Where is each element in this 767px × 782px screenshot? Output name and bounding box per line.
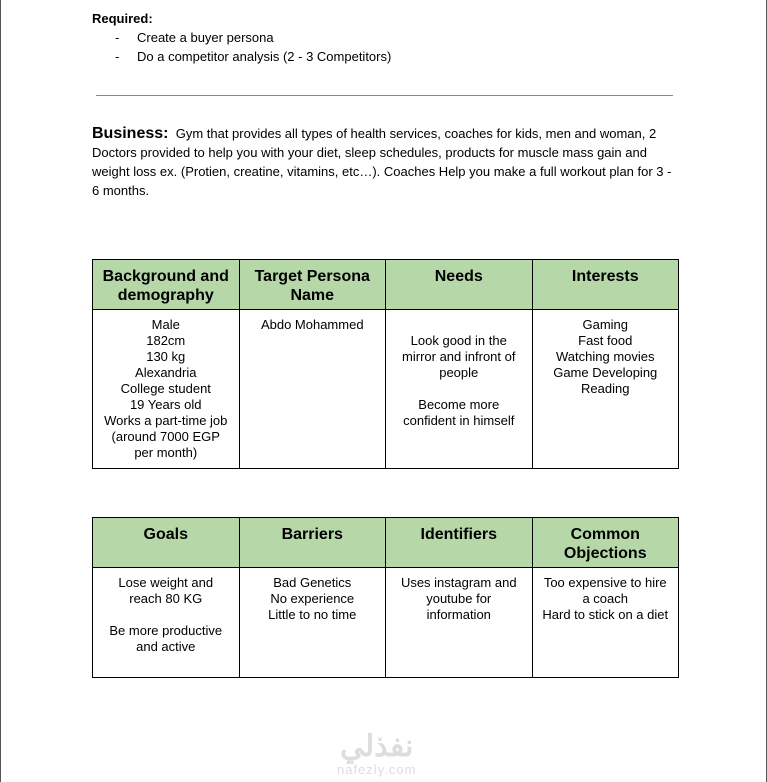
cell-line: Uses instagram and [400,575,517,590]
cell-line: reach 80 KG [129,591,203,606]
column-header: Barriers [238,517,386,568]
table-cell: Male 182cm 130 kg Alexandria College student… [92,309,240,469]
cell-line: and active [136,639,196,654]
cell-line: Bad Genetics [273,575,352,590]
cell-line: 19 Years old [129,397,202,412]
cell-line: Watching movies [556,349,655,364]
cell-line: College student [120,381,211,396]
required-item: - Create a buyer persona [115,30,274,45]
persona-table-2: Goals Barriers Identifiers Common Objection… [92,517,679,678]
cell-line [97,607,235,623]
cell-line: Become more [418,397,500,412]
cell-line: information [426,607,491,622]
cell-line: Hard to stick on a diet [542,607,669,622]
cell-line [390,381,528,397]
table-cell: Look good in the mirror and infront of peo… [385,309,533,469]
cell-line: Fast food [578,333,633,348]
divider [96,95,673,96]
table-cell: Lose weight and reach 80 KG Be more produc… [92,567,240,678]
cell-line: Male [151,317,180,332]
column-header: Identifiers [385,517,533,568]
cell-line: Be more productive [109,623,223,638]
cell-line: Too expensive to hire [543,575,667,590]
cell-line: Abdo Mohammed [260,317,364,332]
required-heading: Required: [92,11,153,26]
column-header: Common Objections [531,517,679,568]
business-paragraph: Business: Gym that provides all types of… [92,125,672,198]
cell-line: Works a part-time job [104,413,228,428]
cell-line: (around 7000 EGP [111,429,220,444]
cell-line: a coach [582,591,629,606]
table-cell: Gaming Fast food Watching movies Game Devel… [531,309,679,469]
column-header: Background and demography [92,259,240,310]
nafezly-watermark: نفذلي nafezly.com [337,730,417,778]
table-cell: Abdo Mohammed [238,309,386,469]
cell-line: mirror and infront of [402,349,516,364]
table-cell: Bad Genetics No experience Little to no ti… [238,567,386,678]
table-cell: Uses instagram and youtube for information [385,567,533,678]
column-header: Needs [385,259,533,310]
column-header: Interests [531,259,679,310]
cell-line: Gaming [582,317,629,332]
table-cell: Too expensive to hire a coach Hard to stic… [531,567,679,678]
column-header: Goals [92,517,240,568]
cell-line [390,317,528,333]
cell-line: 182cm [146,333,186,348]
cell-line: per month) [134,445,198,460]
cell-line: Reading [581,381,630,396]
persona-table-1: Background and demography Target Persona … [92,259,679,469]
cell-line: youtube for [426,591,492,606]
cell-line: people [439,365,479,380]
cell-line: Game Developing [553,365,658,380]
required-item: - Do a competitor analysis (2 - 3 Competi… [115,49,392,64]
cell-line: No experience [270,591,355,606]
cell-line: 130 kg [146,349,186,364]
cell-line: Little to no time [268,607,357,622]
cell-line: Lose weight and [118,575,214,590]
cell-line: Look good in the [410,333,507,348]
cell-line: confident in himself [403,413,515,428]
cell-line: Alexandria [135,365,197,380]
column-header: Target Persona Name [238,259,386,310]
